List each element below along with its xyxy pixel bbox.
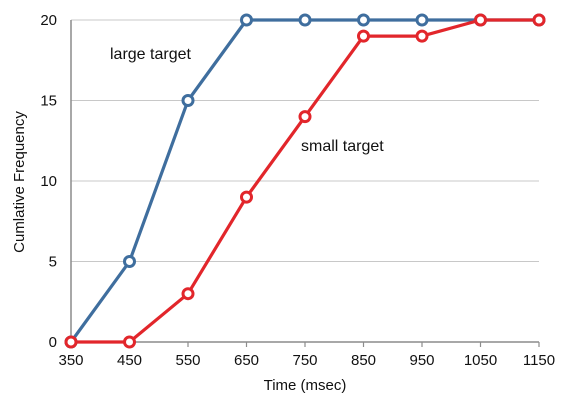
y-tick-label: 5 bbox=[49, 254, 57, 271]
x-axis-label: Time (msec) bbox=[264, 377, 347, 394]
data-point-small-target bbox=[123, 335, 136, 349]
series-label-large-target: large target bbox=[110, 46, 191, 63]
x-tick-label: 650 bbox=[234, 352, 259, 369]
data-point-small-target bbox=[298, 110, 312, 124]
x-tick-label: 550 bbox=[175, 352, 200, 369]
data-point-large-target bbox=[181, 94, 195, 107]
data-point-small-target bbox=[532, 13, 546, 27]
x-tick-label: 1050 bbox=[464, 352, 497, 369]
data-point-small-target bbox=[181, 287, 195, 301]
data-point-large-target bbox=[357, 13, 370, 27]
x-tick-label: 950 bbox=[409, 352, 434, 369]
series-points bbox=[64, 13, 546, 349]
y-axis-label: Cumlative Frequency bbox=[11, 111, 28, 253]
data-point-large-target bbox=[298, 13, 312, 27]
x-tick-label: 850 bbox=[351, 352, 376, 369]
data-point-large-target bbox=[415, 13, 429, 27]
x-tick-label: 350 bbox=[58, 352, 83, 369]
data-point-small-target bbox=[64, 335, 78, 349]
series-label-small-target: small target bbox=[301, 138, 384, 155]
x-tick-label: 1150 bbox=[523, 352, 555, 369]
axes: 0 5 10 15 20 350 450 550 650 750 850 950 1050 1150 bbox=[40, 12, 555, 369]
x-tick-label: 750 bbox=[292, 352, 317, 369]
y-tick-label: 10 bbox=[40, 173, 57, 190]
data-point-large-target bbox=[240, 13, 253, 27]
data-point-large-target bbox=[123, 255, 136, 268]
data-point-small-target bbox=[240, 190, 253, 204]
y-tick-label: 15 bbox=[40, 93, 57, 110]
labels: large target small target Time (msec) Cu… bbox=[11, 46, 384, 394]
y-tick-label: 20 bbox=[40, 12, 57, 29]
y-tick-label: 0 bbox=[49, 334, 57, 351]
data-point-small-target bbox=[415, 29, 429, 43]
x-tick-label: 450 bbox=[117, 352, 142, 369]
data-point-small-target bbox=[357, 29, 370, 43]
data-point-small-target bbox=[474, 13, 487, 27]
